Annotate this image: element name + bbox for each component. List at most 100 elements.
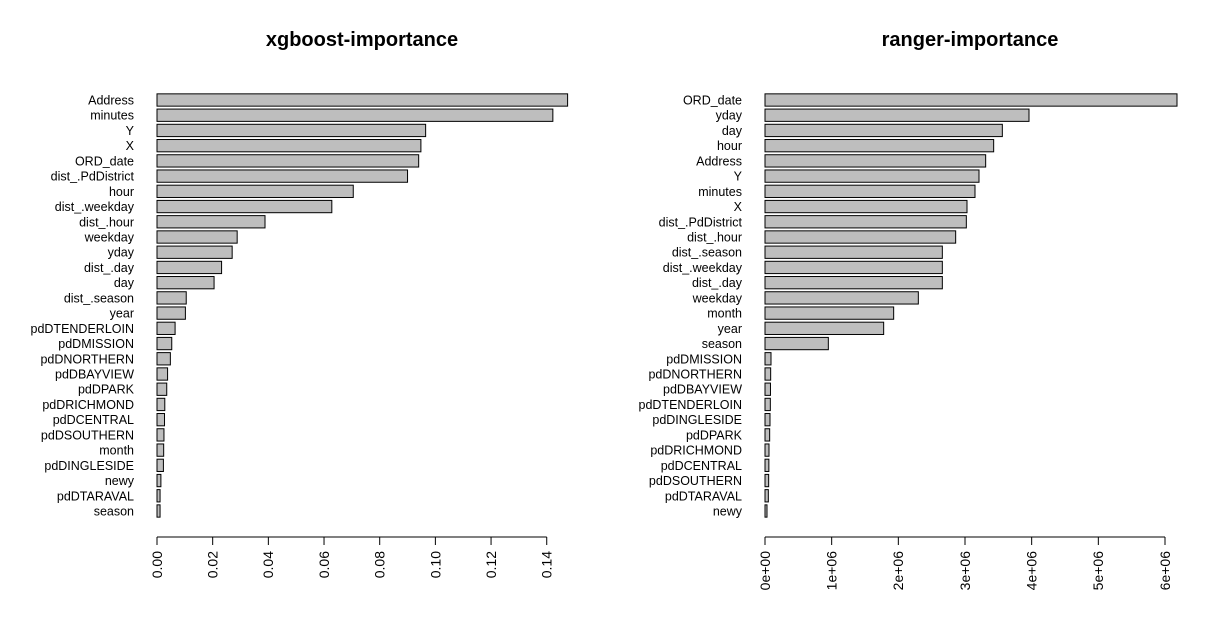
xgboost-bar [156,428,165,442]
xgboost-bar [156,169,409,183]
xgboost-x-tick-label: 0.12 [483,551,499,578]
xgboost-bar [156,154,420,168]
xgboost-bar [156,413,166,427]
ranger-category-label: hour [717,139,742,153]
xgboost-bar [156,260,223,275]
ranger-x-tick-label: 3e+06 [957,551,973,591]
xgboost-category-label: dist_.day [84,261,135,275]
ranger-category-label: Y [734,170,743,184]
ranger-bar [764,230,957,244]
ranger-x-tick-label: 2e+06 [890,551,906,591]
xgboost-category-label: Y [126,124,135,138]
ranger-category-label: pdDNORTHERN [648,368,742,382]
ranger-x-tick-label: 5e+06 [1090,551,1106,591]
xgboost-category-label: Address [88,94,134,108]
ranger-bar [764,336,829,351]
xgboost-category-label: weekday [84,231,135,245]
ranger-category-label: pdDSOUTHERN [649,474,742,488]
ranger-bar [764,93,1178,107]
ranger-x-tick-label: 6e+06 [1157,551,1173,591]
xgboost-bar [156,321,176,335]
xgboost-category-label: newy [105,474,135,488]
ranger-category-label: newy [713,505,743,519]
xgboost-category-label: dist_.PdDistrict [51,170,135,184]
xgboost-x-tick-label: 0.02 [205,551,221,578]
ranger-bar [764,276,943,290]
ranger-category-label: pdDINGLESIDE [652,413,742,427]
ranger-bar [764,413,771,427]
xgboost-category-label: dist_.weekday [55,200,135,214]
xgboost-category-label: yday [108,246,135,260]
ranger-category-label: pdDTARAVAL [665,489,742,503]
ranger-category-label: Address [696,154,742,168]
xgboost-bar [156,443,165,457]
ranger-bar [764,443,770,457]
ranger-bar [764,260,943,275]
ranger-category-label: pdDRICHMOND [650,444,742,458]
ranger-bar [764,321,885,335]
ranger-bar [764,473,770,488]
xgboost-category-label: dist_.hour [79,215,134,229]
xgboost-bar [156,291,187,305]
ranger-x-tick-label: 4e+06 [1024,551,1040,591]
ranger-category-label: dist_.weekday [663,261,743,275]
xgboost-category-label: pdDMISSION [58,337,134,351]
ranger-category-label: pdDMISSION [666,352,742,366]
ranger-x-tick-label: 1e+06 [824,551,840,591]
ranger-bar [764,489,769,503]
ranger-category-label: dist_.season [672,246,742,260]
xgboost-bar [156,504,161,518]
ranger-bar [764,428,771,442]
xgboost-bar [156,382,168,396]
xgboost-bar [156,245,233,259]
xgboost-bar [156,108,554,122]
xgboost-bar [156,184,354,198]
ranger-bar [764,184,976,198]
xgboost-bar [156,215,266,229]
xgboost-category-label: pdDINGLESIDE [44,459,134,473]
ranger-bar [764,199,968,214]
ranger-category-label: X [734,200,743,214]
xgboost-category-label: pdDSOUTHERN [41,428,134,442]
ranger-category-label: pdDCENTRAL [661,459,742,473]
xgboost-category-label: minutes [90,109,134,123]
ranger-x-tick-label: 0e+00 [757,551,773,591]
ranger-bar [764,108,1030,122]
xgboost-bar [156,336,173,351]
xgboost-category-label: pdDTENDERLOIN [31,322,135,336]
xgboost-bar [156,230,238,244]
xgboost-bar [156,93,569,107]
ranger-bar [764,215,967,229]
ranger-category-label: month [707,307,742,321]
xgboost-bar [156,306,186,320]
ranger-category-label: minutes [698,185,742,199]
ranger-category-label: pdDBAYVIEW [663,383,742,397]
xgboost-x-tick-label: 0.08 [372,551,388,578]
ranger-bar [764,382,771,396]
xgboost-category-label: pdDRICHMOND [42,398,134,412]
ranger-bar [764,245,943,259]
ranger-category-label: pdDPARK [686,428,743,442]
xgboost-chart-title: xgboost-importance [266,29,458,51]
ranger-bar [764,352,772,366]
xgboost-x-tick-label: 0.06 [316,551,332,578]
xgboost-category-label: day [114,276,135,290]
xgboost-category-label: X [126,139,135,153]
ranger-category-label: dist_.hour [687,231,742,245]
ranger-bar [764,139,995,153]
ranger-category-label: day [722,124,743,138]
xgboost-bar [156,473,162,488]
xgboost-category-label: hour [109,185,134,199]
xgboost-bar [156,489,161,503]
xgboost-bar [156,123,427,138]
ranger-category-label: pdDTENDERLOIN [639,398,743,412]
ranger-bar [764,306,895,320]
xgboost-x-tick-label: 0.14 [539,551,555,578]
ranger-category-label: yday [716,109,743,123]
ranger-category-label: ORD_date [683,94,742,108]
ranger-category-label: dist_.day [692,276,743,290]
xgboost-category-label: pdDBAYVIEW [55,368,134,382]
xgboost-category-label: pdDTARAVAL [57,489,134,503]
